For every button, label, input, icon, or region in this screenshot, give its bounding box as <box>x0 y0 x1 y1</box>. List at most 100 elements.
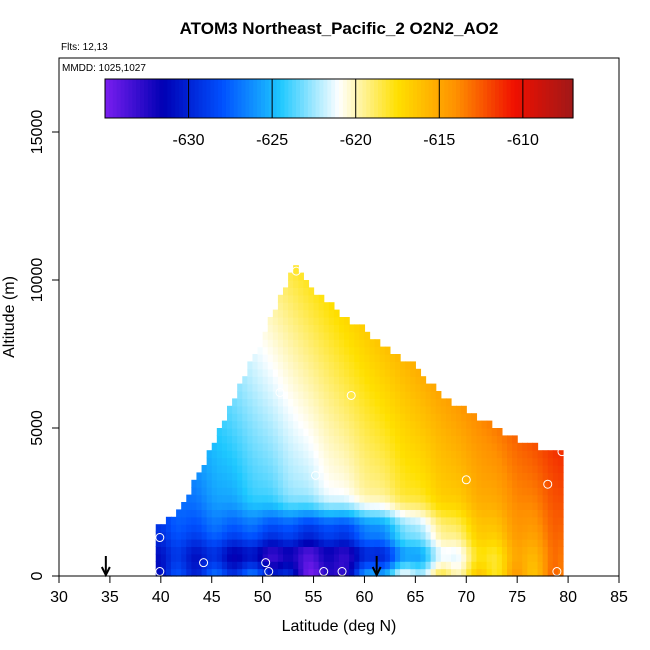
heatmap-cell <box>379 457 386 466</box>
heatmap-cell <box>379 413 386 422</box>
heatmap-cell <box>522 487 528 496</box>
heatmap-cell <box>221 553 228 562</box>
heatmap-cell <box>186 509 192 518</box>
heatmap-cell <box>354 413 360 422</box>
heatmap-cell <box>456 531 462 540</box>
sample-point <box>275 387 285 397</box>
colorbar-segment <box>339 79 344 118</box>
flight-arrows <box>100 556 382 578</box>
heatmap-cell <box>451 465 457 473</box>
heatmap-cell <box>308 494 315 503</box>
heatmap-cell <box>201 561 208 570</box>
heatmap-cell <box>257 368 264 377</box>
heatmap-cell <box>211 516 218 525</box>
heatmap-cell <box>364 553 371 562</box>
heatmap-cell <box>491 516 498 525</box>
heatmap-cell <box>328 405 335 414</box>
heatmap-cell <box>232 435 238 444</box>
heatmap-cell <box>339 442 345 451</box>
heatmap-cell <box>379 398 386 407</box>
heatmap-cell <box>165 516 172 525</box>
heatmap-cell <box>552 561 559 570</box>
heatmap-cell <box>313 494 320 503</box>
heatmap-cell <box>323 524 330 533</box>
heatmap-cell <box>491 479 498 488</box>
heatmap-cell <box>359 516 366 525</box>
heatmap-cell <box>272 391 279 399</box>
heatmap-cell <box>196 531 203 540</box>
heatmap-cell <box>328 516 335 525</box>
heatmap-cell <box>405 420 411 429</box>
heatmap-cell <box>501 450 508 459</box>
heatmap-cell <box>216 435 223 444</box>
heatmap-cell <box>420 376 427 385</box>
heatmap-cell <box>379 502 386 510</box>
heatmap-cell <box>339 383 345 392</box>
heatmap-cell <box>471 450 478 459</box>
colorbar-segment <box>389 79 395 118</box>
heatmap-cell <box>237 428 243 436</box>
heatmap-cell <box>410 546 416 555</box>
colorbar-segment <box>362 79 367 118</box>
heatmap-cell <box>267 428 274 436</box>
heatmap-cell <box>384 546 391 555</box>
heatmap-cell <box>405 361 411 370</box>
heatmap-cell <box>410 531 416 540</box>
heatmap-cell <box>308 420 315 429</box>
heatmap-cell <box>318 302 325 311</box>
heatmap-cell <box>364 479 371 488</box>
heatmap-cell <box>293 317 299 325</box>
heatmap-cell <box>339 368 345 377</box>
heatmap-cell <box>206 568 213 577</box>
heatmap-cell <box>313 531 320 540</box>
heatmap-cell <box>445 568 452 577</box>
colorbar-segment <box>526 79 531 118</box>
heatmap-cell <box>313 324 320 333</box>
heatmap-cell <box>313 361 320 370</box>
heatmap-cell <box>389 413 396 422</box>
heatmap-cell <box>369 383 376 392</box>
heatmap-cell <box>247 442 254 451</box>
heatmap-cell <box>262 398 269 407</box>
heatmap-cell <box>415 502 422 510</box>
heatmap-cell <box>405 509 411 518</box>
heatmap-cell <box>359 472 366 481</box>
heatmap-cell <box>283 546 289 555</box>
heatmap-cell <box>318 413 325 422</box>
heatmap-cell <box>344 324 350 333</box>
heatmap-cell <box>176 509 182 518</box>
heatmap-cell <box>440 398 447 407</box>
heatmap-cell <box>425 420 432 429</box>
heatmap-cell <box>461 524 467 533</box>
heatmap-cell <box>349 487 355 496</box>
heatmap-cell <box>288 317 294 325</box>
heatmap-cell <box>303 465 310 473</box>
heatmap-cell <box>359 361 366 370</box>
heatmap-cell <box>486 568 493 577</box>
heatmap-cell <box>267 383 274 392</box>
heatmap-cell <box>155 568 162 577</box>
heatmap-cell <box>410 442 416 451</box>
heatmap-cell <box>400 487 406 496</box>
heatmap-cell <box>232 472 238 481</box>
heatmap-cell <box>420 442 427 451</box>
heatmap-cell <box>440 561 447 570</box>
heatmap-cell <box>298 479 304 488</box>
heatmap-cell <box>237 502 243 510</box>
heatmap-cell <box>415 546 422 555</box>
heatmap-cell <box>461 442 467 451</box>
y-tick-label: 5000 <box>29 410 46 446</box>
heatmap-cell <box>333 420 340 429</box>
heatmap-cell <box>501 465 508 473</box>
heatmap-cell <box>395 487 401 496</box>
colorbar-segment <box>300 79 305 118</box>
heatmap-cell <box>201 487 208 496</box>
heatmap-cell <box>333 553 340 562</box>
heatmap-cell <box>323 317 330 325</box>
heatmap-cell <box>430 494 437 503</box>
heatmap-cell <box>165 561 172 570</box>
colorbar-segment <box>440 79 445 118</box>
heatmap-cell <box>410 398 416 407</box>
heatmap-cell <box>262 428 269 436</box>
heatmap-cell <box>349 368 355 377</box>
